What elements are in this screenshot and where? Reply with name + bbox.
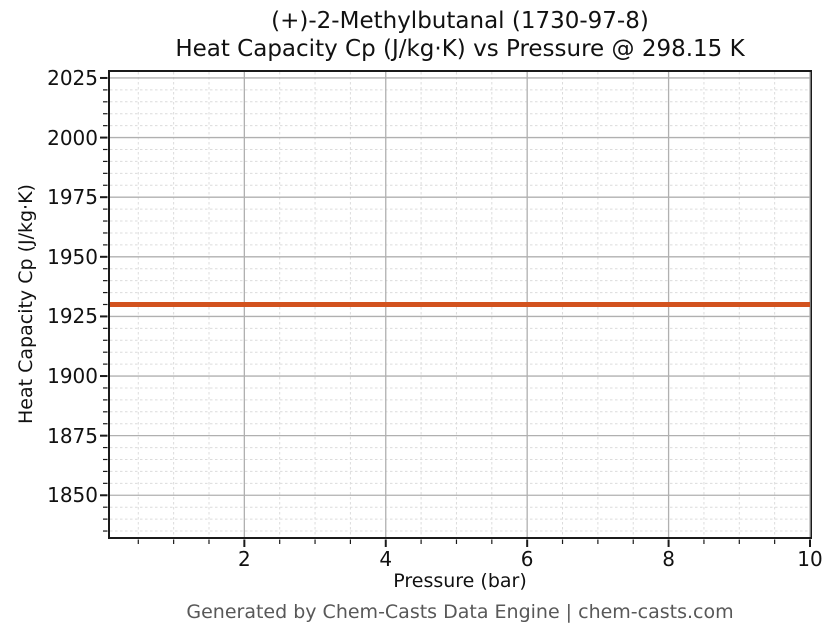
x-tick-label: 4 [379,547,393,571]
x-tick-label: 8 [662,547,675,571]
y-tick-label: 1875 [47,423,98,448]
y-tick-label: 1900 [47,364,98,389]
y-tick-label: 2000 [47,125,98,150]
chart-canvas [99,71,811,547]
plot-area [99,69,812,547]
y-tick-label: 1950 [47,244,98,269]
y-tick-label: 1925 [47,304,98,329]
y-tick-label: 1850 [47,483,98,508]
y-tick-label: 2025 [47,65,98,90]
chart-title-line2: Heat Capacity Cp (J/kg·K) vs Pressure @ … [175,36,745,62]
x-axis-label: Pressure (bar) [393,570,527,592]
chart-title-line1: (+)-2-Methylbutanal (1730-97-8) [271,8,649,34]
x-tick-label: 6 [520,547,534,571]
footer-watermark: Generated by Chem-Casts Data Engine | ch… [186,601,734,623]
x-tick-label: 10 [797,547,823,571]
chart-title: (+)-2-Methylbutanal (1730-97-8) Heat Cap… [110,7,810,63]
x-tick-label: 2 [237,547,251,571]
y-tick-label: 1975 [47,185,98,210]
